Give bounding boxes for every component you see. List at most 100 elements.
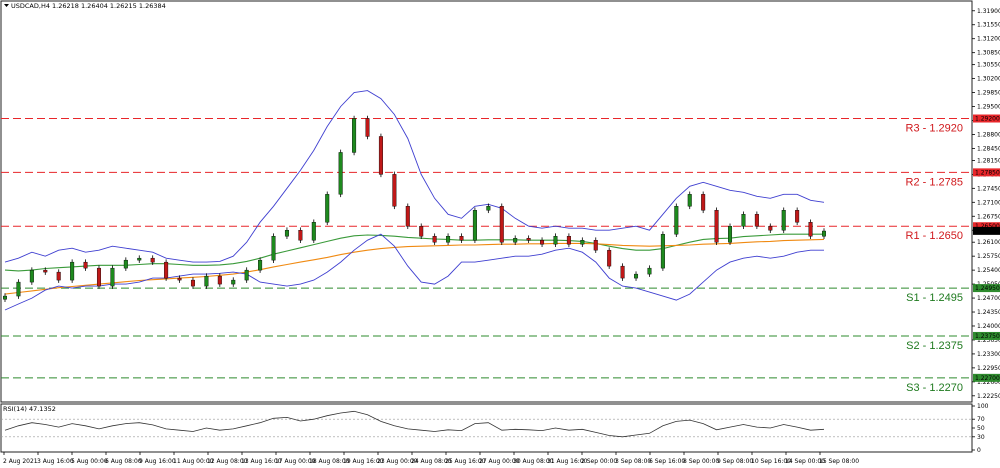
time-axis: 2 Aug 2021 3 Aug 16:005 Aug 00:006 Aug 08…	[3, 452, 859, 465]
candle-body	[70, 261, 75, 281]
level-lines: R3 - 1.2920 R2 - 1.2785 R1 - 1.2650 S1 - 1.…	[1, 118, 972, 394]
time-tick-label: 27 Aug 00:00	[479, 458, 520, 465]
candle-body	[728, 226, 733, 243]
price-candles	[3, 115, 827, 303]
candle-body	[325, 194, 330, 223]
candle-body	[244, 269, 249, 281]
candle-body	[298, 230, 303, 241]
candle-body	[647, 267, 652, 275]
candle-body	[29, 269, 34, 283]
time-tick-label: 12 Aug 08:00	[207, 458, 248, 465]
price-tick-label: 1.30850	[977, 50, 1000, 57]
price-tick-label: 1.30200	[977, 76, 1000, 83]
level-price-tag	[973, 331, 1000, 340]
time-tick-label: 2 Sep 00:00	[581, 458, 617, 465]
candle-body	[795, 210, 800, 223]
candle-body	[768, 226, 773, 231]
candle-body	[352, 118, 357, 153]
time-tick-label: 15 Sep 08:00	[819, 458, 859, 465]
candle-body	[701, 194, 706, 211]
indicator-line	[4, 233, 824, 311]
price-tick-label: 1.22250	[977, 393, 1000, 400]
candle-body	[164, 261, 169, 279]
time-tick-label: 31 Aug 16:00	[547, 458, 588, 465]
candle-body	[258, 259, 263, 271]
level-label: R2 - 1.2785	[906, 176, 963, 188]
candle-body	[822, 230, 827, 237]
price-tick-label: 1.28150	[977, 157, 1000, 164]
candle-body	[311, 222, 316, 241]
candle-body	[83, 261, 88, 269]
symbol-dropdown-icon[interactable]	[4, 4, 9, 7]
level-price-tag-label: 1.24950	[975, 285, 1000, 292]
indicator-lines	[4, 90, 825, 311]
time-tick-label: 24 Aug 08:00	[411, 458, 452, 465]
candle-body	[284, 230, 289, 237]
time-tick-label: 3 Sep 08:00	[615, 458, 651, 465]
price-tick-label: 1.22600	[977, 379, 1000, 386]
price-tick-label: 1.26100	[977, 239, 1000, 246]
candle-body	[781, 210, 786, 231]
level-label: S3 - 1.2270	[906, 382, 963, 394]
candle-body	[486, 206, 491, 211]
price-axis: 1.31900 1.31550 1.31200 1.30850 1.30550 1.302…	[972, 8, 1000, 400]
rsi-tick-label: 100	[977, 403, 989, 410]
level-price-tag	[973, 114, 1000, 123]
candle-body	[446, 236, 451, 243]
level-price-tag-label: 1.22700	[975, 375, 1000, 382]
level-label: S2 - 1.2375	[906, 340, 963, 352]
price-tick-label: 1.31900	[977, 8, 1000, 15]
candle-body	[56, 271, 61, 281]
time-tick-label: 2 Aug 2021	[3, 458, 38, 465]
rsi-tick-label: 0	[977, 447, 981, 454]
candle-body	[714, 210, 719, 243]
candle-body	[123, 259, 128, 269]
candle-body	[553, 236, 558, 245]
level-price-tag-label: 1.29200	[975, 116, 1000, 123]
candle-body	[526, 238, 531, 241]
candle-body	[499, 206, 504, 243]
candle-body	[620, 265, 625, 279]
time-tick-label: 25 Aug 16:00	[445, 458, 486, 465]
candle-body	[593, 240, 598, 251]
current-price-tag	[973, 226, 1000, 235]
level-price-tag-label: 1.26500	[975, 223, 1000, 230]
price-tick-label: 1.22950	[977, 365, 1000, 372]
candle-body	[741, 214, 746, 227]
candle-body	[16, 281, 21, 297]
time-tick-label: 9 Sep 08:00	[717, 458, 753, 465]
price-tick-label: 1.27100	[977, 199, 1000, 206]
indicator-line	[4, 90, 825, 263]
time-tick-label: 17 Aug 00:00	[275, 458, 316, 465]
candle-body	[607, 249, 612, 267]
level-price-tag	[973, 284, 1000, 293]
candle-body	[3, 295, 7, 300]
candle-body	[566, 236, 571, 245]
candle-body	[177, 277, 182, 281]
price-tick-label: 1.25750	[977, 253, 1000, 260]
price-tick-label: 1.31200	[977, 36, 1000, 43]
price-tick-label: 1.28450	[977, 145, 1000, 152]
price-tick-label: 1.23650	[977, 337, 1000, 344]
candle-body	[660, 234, 665, 269]
rsi-plot-area	[0, 403, 973, 453]
time-tick-label: 6 Aug 08:00	[105, 458, 142, 465]
rsi-tick-label: 50	[977, 425, 985, 432]
candle-body	[137, 257, 142, 261]
candle-body	[392, 174, 397, 207]
candle-body	[634, 273, 639, 279]
candle-body	[378, 136, 383, 175]
rsi-header: RSI(14) 47.1352	[3, 405, 56, 413]
candle-body	[365, 118, 370, 137]
price-tags: 1.29200 1.27850 1.26500 1.24950 1.23750 1.227…	[973, 114, 1000, 382]
time-tick-label: 10 Sep 16:00	[751, 458, 791, 465]
candle-body	[150, 257, 155, 263]
level-label: S1 - 1.2495	[906, 292, 963, 304]
price-tick-label: 1.29850	[977, 90, 1000, 97]
price-tick-label: 1.23300	[977, 351, 1000, 358]
candle-body	[204, 275, 209, 287]
price-tick-label: 1.26750	[977, 213, 1000, 220]
candle-body	[338, 152, 343, 195]
time-tick-label: 14 Sep 00:00	[785, 458, 825, 465]
time-tick-label: 30 Aug 08:00	[513, 458, 554, 465]
